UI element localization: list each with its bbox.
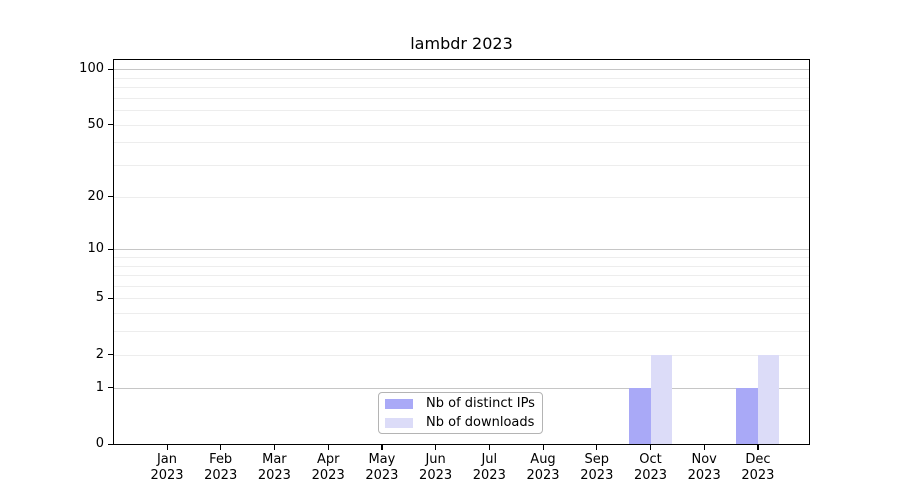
minor-gridline xyxy=(114,142,809,144)
x-tick-label: May 2023 xyxy=(365,452,399,483)
legend: Nb of distinct IPs Nb of downloads xyxy=(378,392,543,434)
x-tick-mark xyxy=(757,445,759,450)
y-tick-label: 10 xyxy=(87,241,104,257)
bar-downloads-dec xyxy=(757,354,780,444)
x-tick-label: Dec 2023 xyxy=(741,452,775,483)
y-tick-label: 5 xyxy=(95,290,104,306)
minor-gridline xyxy=(114,285,809,287)
minor-gridline xyxy=(114,256,809,258)
bar-distinct-ips-oct xyxy=(629,387,651,444)
y-tick-mark xyxy=(108,196,113,198)
minor-gridline xyxy=(114,298,809,300)
minor-gridline xyxy=(114,275,809,276)
x-tick-label: Nov 2023 xyxy=(687,452,721,483)
x-tick-mark xyxy=(542,445,544,450)
minor-gridline xyxy=(114,110,809,111)
x-tick-mark xyxy=(381,445,383,450)
x-tick-mark xyxy=(166,445,168,450)
minor-gridline xyxy=(114,124,809,126)
x-tick-label: Feb 2023 xyxy=(204,452,238,483)
plot-area xyxy=(114,60,809,444)
y-tick-label: 2 xyxy=(95,346,104,362)
y-tick-mark xyxy=(108,124,113,126)
legend-label: Nb of distinct IPs xyxy=(426,395,535,411)
x-tick-label: Sep 2023 xyxy=(580,452,614,483)
bar-downloads-oct xyxy=(650,354,672,444)
y-tick-mark xyxy=(108,297,113,300)
minor-gridline xyxy=(114,97,809,99)
y-tick-label: 50 xyxy=(87,116,104,132)
y-tick-label: 0 xyxy=(95,436,104,451)
y-tick-mark xyxy=(108,387,113,389)
legend-swatch-downloads xyxy=(385,417,413,428)
x-tick-mark xyxy=(703,445,705,450)
x-tick-label: Jul 2023 xyxy=(472,452,506,483)
x-tick-mark xyxy=(435,445,437,450)
y-tick-label: 100 xyxy=(79,61,104,76)
legend-item: Nb of downloads xyxy=(385,415,534,431)
y-tick-mark xyxy=(108,248,113,250)
legend-swatch-distinct-ips xyxy=(385,398,413,409)
y-tick-mark xyxy=(108,354,113,356)
major-gridline xyxy=(114,69,809,70)
y-tick-mark xyxy=(108,443,113,445)
minor-gridline xyxy=(114,165,809,166)
minor-gridline xyxy=(114,354,809,356)
y-tick-mark xyxy=(108,68,113,70)
x-tick-mark xyxy=(327,445,329,450)
y-tick-label: 1 xyxy=(95,379,104,395)
minor-gridline xyxy=(114,331,809,333)
bar-distinct-ips-dec xyxy=(736,387,758,444)
x-tick-mark xyxy=(273,445,276,450)
major-gridline xyxy=(114,249,809,251)
minor-gridline xyxy=(114,196,809,198)
legend-label: Nb of downloads xyxy=(426,414,535,430)
y-tick-label: 20 xyxy=(87,188,104,204)
legend-item: Nb of distinct IPs xyxy=(385,395,535,412)
x-tick-label: Aug 2023 xyxy=(526,452,560,483)
x-tick-mark xyxy=(220,445,222,450)
minor-gridline xyxy=(114,313,809,315)
x-tick-label: Jan 2023 xyxy=(150,452,184,483)
x-tick-label: Mar 2023 xyxy=(257,452,291,483)
x-tick-label: Jun 2023 xyxy=(419,452,453,483)
x-tick-mark xyxy=(488,445,490,450)
minor-gridline xyxy=(114,265,809,267)
x-tick-mark xyxy=(650,445,652,450)
minor-gridline xyxy=(114,77,809,79)
x-tick-label: Apr 2023 xyxy=(311,452,345,483)
x-tick-label: Oct 2023 xyxy=(633,452,668,483)
major-gridline xyxy=(114,387,809,389)
chart-title: lambdr 2023 xyxy=(410,34,513,53)
x-tick-mark xyxy=(596,445,598,450)
minor-gridline xyxy=(114,86,809,88)
